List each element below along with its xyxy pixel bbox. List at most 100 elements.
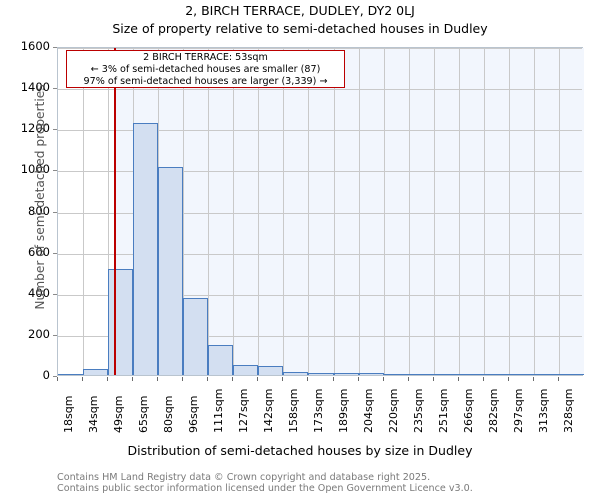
gridline-h xyxy=(58,212,582,214)
gridline-v xyxy=(308,48,310,375)
x-axis-label: Distribution of semi-detached houses by … xyxy=(127,443,473,458)
x-axis-tick-label: 158sqm xyxy=(286,388,300,433)
x-axis-tick-label: 127sqm xyxy=(236,388,250,433)
y-axis-tick-label: 1000 xyxy=(20,162,50,177)
gridline-v xyxy=(533,48,535,375)
gridline-v xyxy=(408,48,410,375)
x-axis-tick-mark xyxy=(507,377,509,381)
x-axis-tick-mark xyxy=(157,377,159,381)
x-axis-tick-mark xyxy=(307,377,309,381)
y-axis-tick-mark xyxy=(53,47,57,48)
x-axis-tick-mark xyxy=(482,377,484,381)
y-axis-tick-mark xyxy=(53,170,57,172)
x-axis-tick-label: 18sqm xyxy=(61,395,75,433)
x-axis-tick-label: 251sqm xyxy=(437,388,451,433)
x-axis-tick-label: 282sqm xyxy=(487,388,501,433)
x-axis-tick-label: 266sqm xyxy=(462,388,476,433)
gridline-v xyxy=(558,48,560,375)
x-axis-tick-label: 204sqm xyxy=(362,388,376,433)
histogram-bar xyxy=(133,123,159,375)
x-axis-tick-mark xyxy=(457,377,459,381)
x-axis-tick-label: 34sqm xyxy=(86,395,100,433)
x-axis-tick-label: 189sqm xyxy=(337,388,351,433)
plot-area xyxy=(57,47,584,376)
x-axis-tick-label: 111sqm xyxy=(211,388,225,433)
y-axis-tick-mark xyxy=(53,252,57,254)
gridline-v xyxy=(108,48,110,375)
y-axis-tick-label: 1600 xyxy=(20,39,50,53)
histogram-bar xyxy=(208,344,234,375)
y-axis-tick-label: 600 xyxy=(28,244,50,259)
gridline-v xyxy=(283,48,285,375)
gridline-v xyxy=(358,48,360,375)
y-axis-tick-label: 800 xyxy=(28,203,50,218)
x-axis-tick-label: 173sqm xyxy=(311,388,325,433)
annotation-line-2: ← 3% of semi-detached houses are smaller… xyxy=(90,64,321,75)
x-axis-tick-mark xyxy=(232,377,234,381)
page-title: 2, BIRCH TERRACE, DUDLEY, DY2 0LJ xyxy=(185,3,415,18)
gridline-v xyxy=(433,48,435,375)
y-axis-tick-label: 0 xyxy=(42,368,50,382)
x-axis-tick-label: 297sqm xyxy=(512,388,526,433)
histogram-bar xyxy=(483,373,509,375)
gridline-v xyxy=(258,48,260,375)
x-axis-tick-label: 65sqm xyxy=(136,395,150,433)
histogram-bar xyxy=(358,373,384,375)
annotation-box: 2 BIRCH TERRACE: 53sqm ← 3% of semi-deta… xyxy=(66,50,345,88)
x-axis-tick-mark xyxy=(257,377,259,381)
histogram-bar xyxy=(508,373,534,375)
x-axis-tick-mark xyxy=(207,377,209,381)
y-axis-tick-mark xyxy=(53,293,57,295)
histogram-bar xyxy=(233,364,259,375)
histogram-bar xyxy=(258,365,284,375)
histogram-bar xyxy=(308,372,334,375)
histogram-bar xyxy=(158,166,184,375)
x-axis-tick-mark xyxy=(107,377,109,381)
gridline-v xyxy=(458,48,460,375)
histogram-bar xyxy=(533,373,559,375)
gridline-v xyxy=(483,48,485,375)
histogram-bar xyxy=(83,369,109,375)
gridline-h xyxy=(58,48,582,49)
x-axis-tick-mark xyxy=(57,377,58,381)
histogram-bar xyxy=(408,373,434,375)
histogram-bar xyxy=(383,373,409,375)
x-axis-tick-mark xyxy=(382,377,384,381)
x-axis-tick-label: 96sqm xyxy=(186,395,200,433)
gridline-h xyxy=(58,130,582,132)
y-axis-tick-label: 400 xyxy=(28,285,50,300)
y-axis-tick-mark xyxy=(53,129,57,131)
gridline-v xyxy=(333,48,335,375)
gridline-h xyxy=(58,89,582,91)
histogram-bar xyxy=(558,373,584,375)
gridline-h xyxy=(58,253,582,255)
y-axis-label: Number of semi-detached properties xyxy=(33,84,47,310)
annotation-line-3: 97% of semi-detached houses are larger (… xyxy=(83,76,328,87)
x-axis-tick-mark xyxy=(407,377,409,381)
gridline-v xyxy=(383,48,385,375)
y-axis-tick-label: 1400 xyxy=(20,80,50,95)
x-axis-tick-mark xyxy=(557,377,559,381)
y-axis-tick-label: 1200 xyxy=(20,121,50,136)
gridline-v xyxy=(83,48,85,375)
x-axis-tick-mark xyxy=(182,377,184,381)
gridline-h xyxy=(58,335,582,337)
footer-line-1: Contains HM Land Registry data © Crown c… xyxy=(57,472,431,483)
chart-subtitle: Size of property relative to semi-detach… xyxy=(112,21,488,36)
x-axis-tick-mark xyxy=(82,377,84,381)
gridline-v xyxy=(183,48,185,375)
histogram-bar xyxy=(183,298,209,375)
x-axis-tick-label: 235sqm xyxy=(412,388,426,433)
histogram-bar xyxy=(458,373,484,375)
histogram-bar xyxy=(333,373,359,375)
histogram-bar xyxy=(433,373,459,375)
x-axis-tick-label: 313sqm xyxy=(537,388,551,433)
histogram-bar xyxy=(58,373,84,375)
y-axis-tick-mark xyxy=(53,88,57,90)
footer-line-2: Contains public sector information licen… xyxy=(57,483,473,494)
gridline-v xyxy=(508,48,510,375)
x-axis-tick-mark xyxy=(532,377,534,381)
y-axis-tick-mark xyxy=(53,376,57,377)
histogram-bar xyxy=(283,371,309,375)
property-size-marker-line xyxy=(114,48,116,375)
